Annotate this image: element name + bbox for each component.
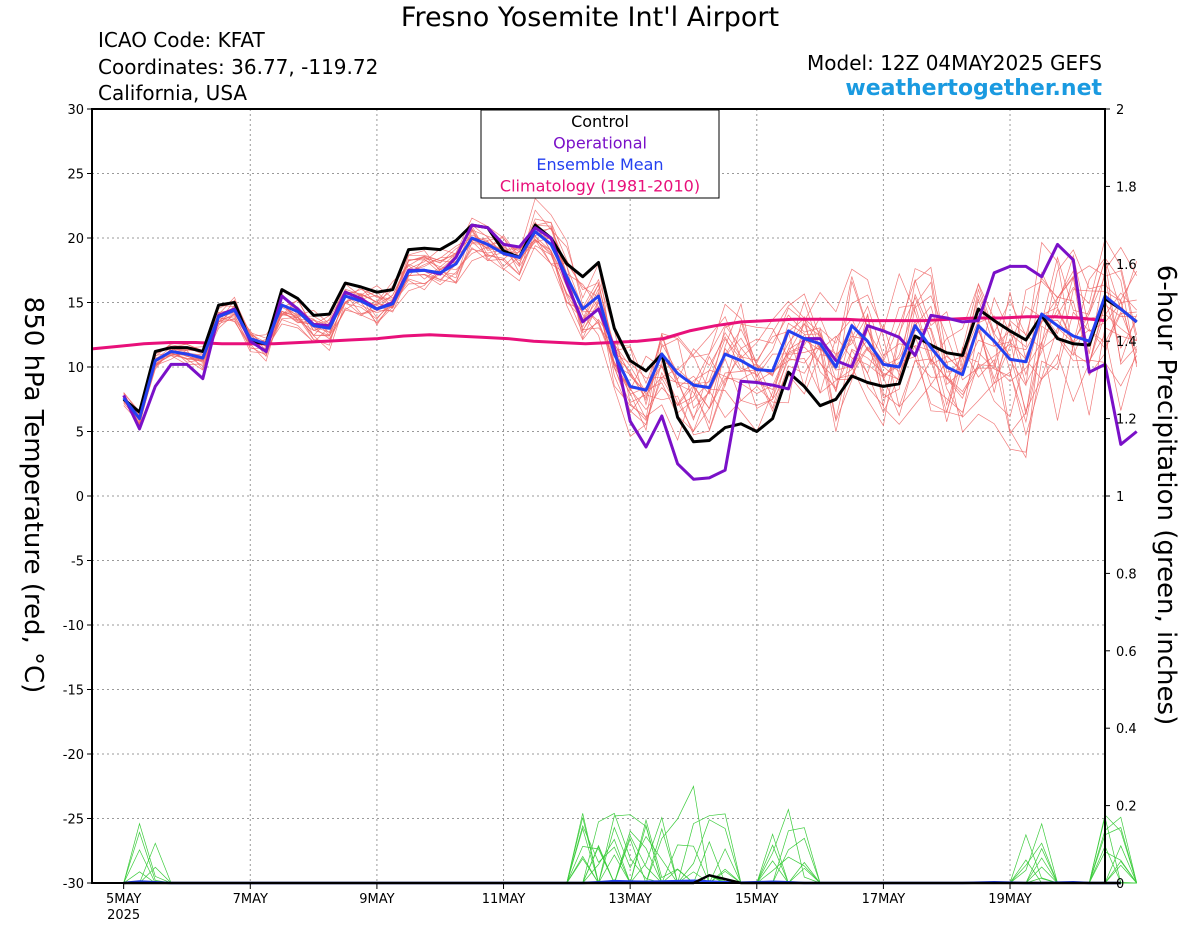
grid-lines (92, 109, 1105, 883)
precip-series-line (123, 873, 1121, 885)
y-tick-label: 30 (67, 103, 84, 118)
y2-tick-label: 0.4 (1116, 722, 1137, 737)
y-tick-label: 20 (67, 232, 84, 247)
series-line-control (122, 223, 1138, 444)
series-line-operational (122, 223, 1138, 481)
y-tick-label: -5 (71, 555, 84, 570)
legend-box (480, 109, 720, 199)
icao-code: ICAO Code: KFAT (98, 28, 265, 52)
site-link[interactable]: weathertogether.net (845, 76, 1102, 101)
x-tick-label: 5MAY (106, 892, 141, 907)
member-temp-line (123, 234, 1137, 417)
y-tick-label: 10 (67, 361, 84, 376)
member-temp-line (123, 224, 1138, 437)
y-tick-label: 15 (67, 297, 84, 312)
x-tick-label: 7MAY (233, 892, 268, 907)
y-tick-label: 25 (67, 168, 84, 183)
y2-tick-label: 1.4 (1116, 335, 1137, 350)
region-label: California, USA (98, 81, 248, 105)
y2-tick-label: 0.2 (1116, 800, 1137, 815)
y2-tick-label: 1.2 (1116, 413, 1137, 428)
y2-tick-label: 0.8 (1116, 567, 1137, 582)
chart-title: Fresno Yosemite Int'l Airport (400, 2, 780, 33)
precip-series (123, 873, 1121, 885)
member-temp-line (123, 221, 1138, 418)
legend-entry: Ensemble Mean (536, 155, 663, 174)
legend: Control Operational Ensemble Mean Climatolo… (480, 109, 720, 199)
main-series (91, 223, 1138, 481)
y-tick-label: -30 (63, 877, 84, 892)
model-run: Model: 12Z 04MAY2025 GEFS (807, 51, 1102, 75)
x-tick-label: 15MAY (735, 892, 779, 907)
y-tick-label: -10 (63, 619, 84, 634)
y-tick-label: 0 (76, 490, 84, 505)
x-tick-year: 2025 (107, 908, 140, 923)
y2-tick-label: 0 (1116, 877, 1124, 892)
y-tick-label: -25 (63, 813, 84, 828)
x-tick-label: 11MAY (482, 892, 526, 907)
y2-tick-label: 1.8 (1116, 180, 1137, 195)
legend-entry: Operational (553, 134, 647, 153)
y-ticks-left: 30 25 20 15 10 5 0 -5 -10 -15 -20 -25 -30 (63, 103, 92, 892)
legend-entry: Control (571, 112, 629, 131)
member-precip-line (123, 812, 1137, 884)
y-ticks-right: 2 1.8 1.6 1.4 1.2 1 0.8 0.6 0.4 0.2 0 (1105, 103, 1137, 892)
series-line-ensemble (122, 230, 1138, 421)
y2-tick-label: 2 (1116, 103, 1124, 118)
x-tick-label: 19MAY (988, 892, 1032, 907)
y-tick-label: -15 (63, 684, 84, 699)
y-tick-label: 5 (76, 426, 84, 441)
x-tick-label: 9MAY (359, 892, 394, 907)
member-precip-line (123, 813, 1137, 885)
member-temp-line (123, 227, 1137, 436)
x-tick-label: 13MAY (608, 892, 652, 907)
y2-tick-label: 0.6 (1116, 645, 1137, 660)
x-tick-label: 17MAY (862, 892, 906, 907)
coordinates: Coordinates: 36.77, -119.72 (98, 55, 379, 79)
member-temp-line (123, 240, 1137, 453)
y2-tick-label: 1.6 (1116, 258, 1137, 273)
y2-tick-label: 1 (1116, 490, 1124, 505)
legend-entry: Climatology (1981-2010) (500, 177, 700, 196)
y-tick-label: -20 (63, 748, 84, 763)
